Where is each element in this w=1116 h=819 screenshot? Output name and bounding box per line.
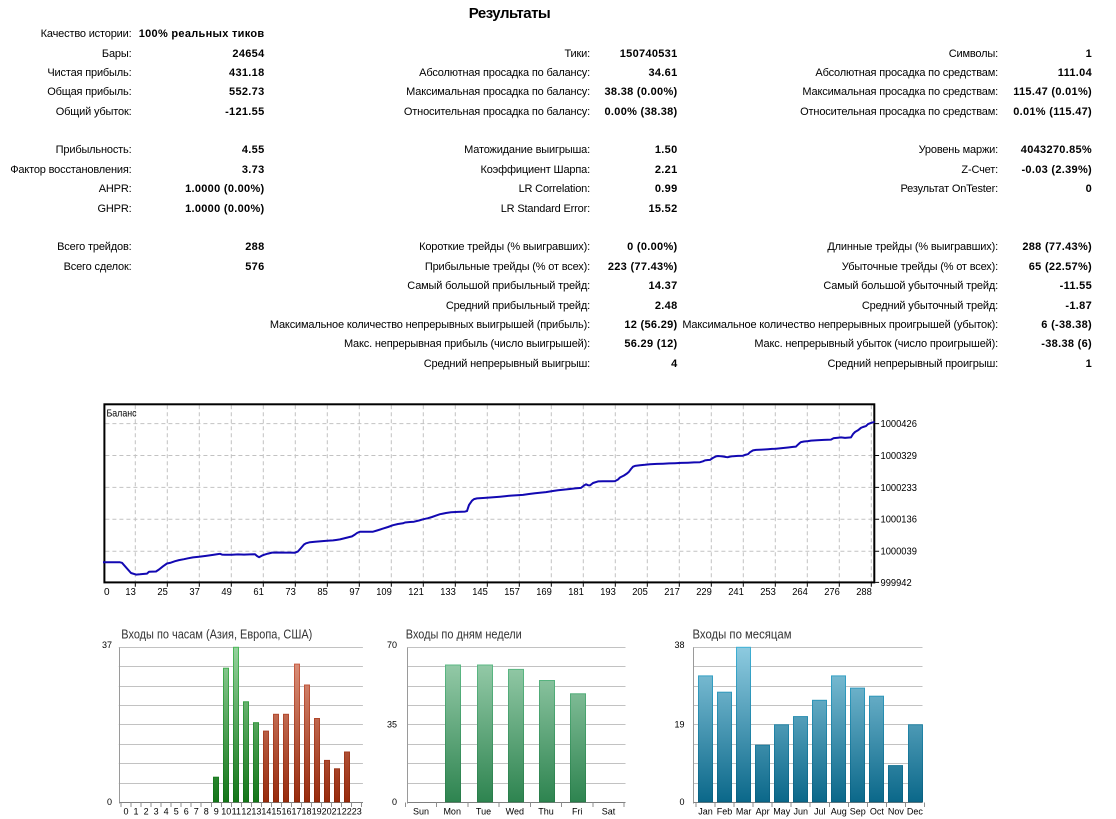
svg-text:Thu: Thu: [538, 807, 554, 817]
svg-text:38: 38: [674, 640, 684, 650]
svg-text:13: 13: [251, 807, 261, 817]
svg-text:0: 0: [679, 797, 684, 807]
svg-text:121: 121: [408, 587, 424, 598]
svg-text:Nov: Nov: [888, 807, 905, 817]
svg-text:85: 85: [317, 587, 328, 598]
svg-text:0: 0: [392, 797, 397, 807]
svg-text:Aug: Aug: [831, 807, 847, 817]
svg-text:133: 133: [440, 587, 456, 598]
svg-text:25: 25: [157, 587, 168, 598]
svg-text:1000039: 1000039: [881, 547, 918, 558]
svg-text:16: 16: [281, 807, 291, 817]
svg-text:9: 9: [214, 807, 219, 817]
svg-text:5: 5: [174, 807, 179, 817]
svg-text:Входы по дням недели: Входы по дням недели: [406, 627, 522, 641]
svg-text:23: 23: [352, 807, 362, 817]
svg-text:21: 21: [332, 807, 342, 817]
svg-text:Jun: Jun: [793, 807, 808, 817]
svg-text:14: 14: [261, 807, 271, 817]
svg-text:Apr: Apr: [756, 807, 770, 817]
svg-text:17: 17: [291, 807, 301, 817]
svg-text:157: 157: [504, 587, 520, 598]
svg-text:Баланс: Баланс: [107, 408, 137, 420]
svg-text:Mar: Mar: [736, 807, 752, 817]
svg-text:1: 1: [133, 807, 138, 817]
svg-text:217: 217: [664, 587, 680, 598]
svg-text:109: 109: [376, 587, 392, 598]
svg-text:169: 169: [536, 587, 552, 598]
svg-text:12: 12: [241, 807, 251, 817]
svg-text:999942: 999942: [881, 578, 913, 589]
svg-text:1000233: 1000233: [881, 483, 918, 494]
svg-text:Sat: Sat: [602, 807, 616, 817]
svg-text:1000136: 1000136: [881, 515, 918, 526]
svg-text:8: 8: [204, 807, 209, 817]
svg-text:Входы по часам (Азия, Европа,: Входы по часам (Азия, Европа, США): [121, 627, 312, 641]
svg-text:Feb: Feb: [717, 807, 733, 817]
svg-text:0: 0: [104, 587, 110, 598]
svg-text:276: 276: [824, 587, 840, 598]
svg-text:Jan: Jan: [698, 807, 713, 817]
svg-text:70: 70: [387, 640, 397, 650]
svg-text:4: 4: [164, 807, 169, 817]
svg-text:6: 6: [184, 807, 189, 817]
svg-text:37: 37: [102, 640, 112, 650]
svg-text:241: 241: [728, 587, 744, 598]
svg-text:18: 18: [301, 807, 311, 817]
svg-text:Sep: Sep: [850, 807, 866, 817]
svg-text:205: 205: [632, 587, 648, 598]
svg-text:145: 145: [472, 587, 488, 598]
svg-text:Dec: Dec: [907, 807, 924, 817]
svg-text:10: 10: [221, 807, 231, 817]
svg-text:0: 0: [107, 797, 112, 807]
svg-text:Oct: Oct: [870, 807, 885, 817]
svg-text:97: 97: [349, 587, 360, 598]
svg-text:Wed: Wed: [506, 807, 524, 817]
svg-text:7: 7: [194, 807, 199, 817]
svg-text:264: 264: [792, 587, 808, 598]
svg-text:19: 19: [674, 720, 684, 730]
svg-text:20: 20: [322, 807, 332, 817]
svg-text:19: 19: [312, 807, 322, 817]
svg-text:Fri: Fri: [572, 807, 583, 817]
svg-text:Входы по месяцам: Входы по месяцам: [693, 627, 792, 641]
svg-text:22: 22: [342, 807, 352, 817]
svg-text:15: 15: [271, 807, 281, 817]
svg-text:1000329: 1000329: [881, 451, 918, 462]
svg-text:0: 0: [123, 807, 128, 817]
svg-text:Mon: Mon: [443, 807, 461, 817]
svg-text:3: 3: [154, 807, 159, 817]
svg-text:35: 35: [387, 720, 397, 730]
svg-text:181: 181: [568, 587, 584, 598]
svg-text:13: 13: [125, 587, 136, 598]
svg-text:2: 2: [144, 807, 149, 817]
svg-text:61: 61: [253, 587, 264, 598]
svg-text:193: 193: [600, 587, 616, 598]
svg-text:37: 37: [189, 587, 200, 598]
svg-text:229: 229: [696, 587, 712, 598]
svg-text:Sun: Sun: [413, 807, 429, 817]
svg-text:73: 73: [285, 587, 296, 598]
svg-text:Jul: Jul: [814, 807, 826, 817]
svg-text:1000426: 1000426: [881, 419, 918, 430]
svg-text:May: May: [773, 807, 791, 817]
svg-text:288: 288: [856, 587, 872, 598]
svg-text:253: 253: [760, 587, 776, 598]
svg-text:49: 49: [221, 587, 232, 598]
svg-text:11: 11: [232, 807, 241, 817]
svg-text:Tue: Tue: [476, 807, 491, 817]
